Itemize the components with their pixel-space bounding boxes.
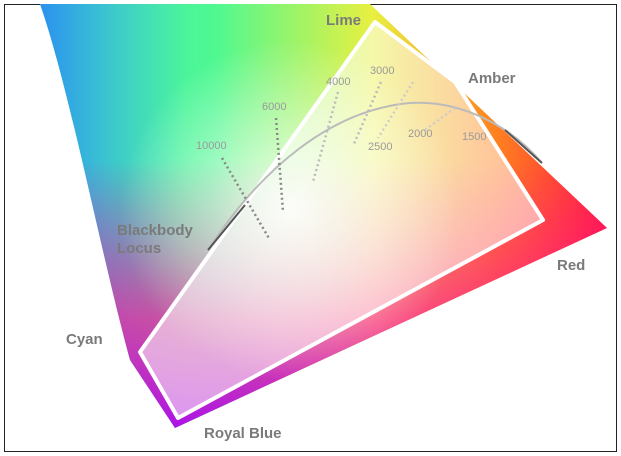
cct-label: 2000: [408, 128, 432, 140]
cct-label: 3000: [370, 65, 394, 77]
primary-label: Cyan: [66, 331, 103, 348]
primary-label: Red: [557, 257, 585, 274]
cct-label: 6000: [262, 101, 286, 113]
cct-label: 2500: [368, 141, 392, 153]
primary-label: Amber: [468, 70, 516, 87]
locus-outside: [207, 204, 246, 251]
locus-label: Locus: [117, 240, 161, 257]
locus-label: Blackbody: [117, 222, 194, 239]
primary-label: Lime: [326, 12, 361, 29]
cct-label: 1500: [462, 131, 486, 143]
isotherms: [220, 81, 456, 241]
locus-outside: [504, 129, 543, 164]
primary-label: Royal Blue: [204, 425, 282, 442]
blackbody-curve: [207, 101, 543, 251]
gamut-polygon: [138, 20, 545, 420]
cct-label: 4000: [326, 76, 350, 88]
cct-label: 10000: [196, 140, 227, 152]
